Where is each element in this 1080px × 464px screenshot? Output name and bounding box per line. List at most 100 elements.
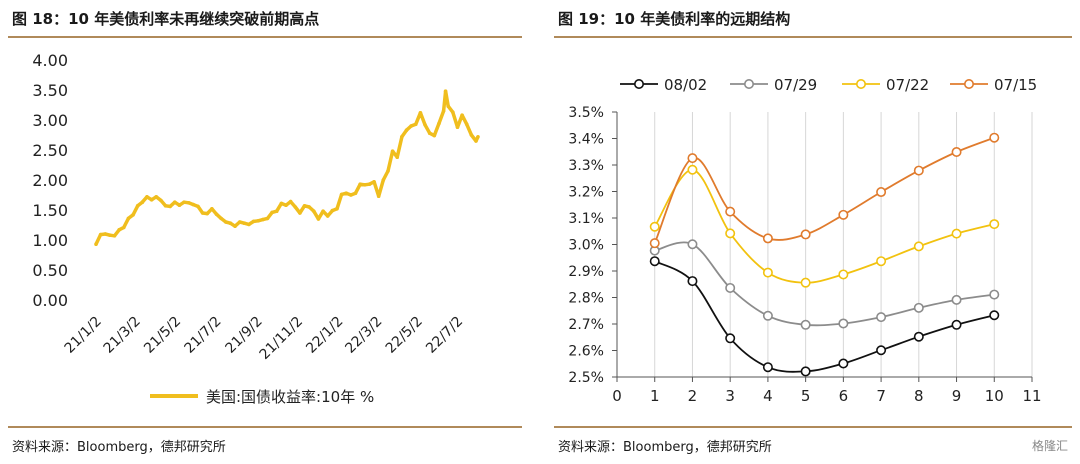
y-tick-label: 3.5% bbox=[568, 105, 604, 121]
series-point-07-22 bbox=[913, 241, 924, 252]
legend-marker bbox=[963, 79, 974, 90]
yield-data-point bbox=[149, 198, 154, 202]
yield-data-point bbox=[432, 133, 437, 138]
yield-data-point bbox=[270, 210, 274, 215]
yield-data-point bbox=[443, 89, 448, 93]
series-point-07-29 bbox=[800, 319, 811, 330]
legend-marker bbox=[855, 79, 866, 90]
yield-data-point bbox=[135, 204, 140, 208]
yield-data-point bbox=[265, 216, 270, 221]
series-point-07-15 bbox=[876, 187, 887, 198]
yield-data-point bbox=[196, 204, 200, 209]
series-point-07-29 bbox=[725, 282, 736, 293]
x-tick-label: 11 bbox=[1022, 387, 1041, 405]
yield-data-point bbox=[395, 155, 400, 159]
y-tick-label: 3.50 bbox=[32, 81, 68, 100]
series-point-07-22 bbox=[762, 267, 773, 278]
yield-data-point bbox=[325, 214, 330, 218]
yield-data-point bbox=[108, 233, 112, 237]
x-tick-label: 9 bbox=[952, 387, 962, 405]
yield-data-point bbox=[279, 201, 284, 206]
source-divider bbox=[554, 426, 1072, 428]
legend-marker bbox=[744, 79, 755, 90]
series-point-07-22 bbox=[687, 164, 698, 175]
y-tick-label: 0.00 bbox=[32, 291, 68, 310]
y-tick-label: 2.5% bbox=[568, 370, 604, 386]
yield-data-point bbox=[400, 135, 404, 139]
yield-data-point bbox=[460, 113, 464, 117]
yield-data-point bbox=[298, 211, 302, 215]
y-tick-label: 2.9% bbox=[568, 264, 604, 280]
y-tick-label: 2.00 bbox=[32, 171, 68, 190]
yield-data-point bbox=[214, 212, 219, 216]
yield-data-point bbox=[182, 200, 186, 204]
series-point-07-22 bbox=[725, 228, 736, 239]
legend-label: 07/15 bbox=[994, 76, 1037, 94]
yield-data-point bbox=[474, 139, 478, 143]
x-tick-label: 10 bbox=[985, 387, 1004, 405]
x-tick-label: 22/7/2 bbox=[423, 314, 466, 357]
yield-data-point bbox=[321, 209, 325, 213]
yield-data-point bbox=[437, 121, 441, 126]
y-tick-label: 2.7% bbox=[568, 317, 604, 333]
series-point-07-15 bbox=[989, 132, 1000, 143]
series-point-07-22 bbox=[951, 228, 962, 239]
series-point-07-29 bbox=[989, 289, 1000, 300]
yield-data-point bbox=[330, 208, 335, 213]
x-tick-label: 21/1/2 bbox=[62, 314, 105, 357]
yield-history-chart: 0.00 0.50 1.00 1.50 2.00 2.50 3.00 3.50 4.00 21/1… bbox=[32, 51, 480, 406]
yield-data-point bbox=[307, 205, 311, 209]
yield-data-point bbox=[177, 203, 182, 207]
series-point-07-29 bbox=[762, 310, 773, 321]
series-point-08-02 bbox=[913, 331, 924, 342]
series-point-07-15 bbox=[800, 229, 811, 240]
yield-data-point bbox=[362, 183, 367, 187]
series-point-07-15 bbox=[913, 165, 924, 176]
x-tick-label: 2 bbox=[688, 387, 698, 405]
yield-data-point bbox=[210, 207, 214, 211]
y-tick-label: 3.4% bbox=[568, 132, 604, 148]
yield-data-point bbox=[446, 104, 451, 108]
y-tick-label: 3.3% bbox=[568, 158, 604, 174]
yield-data-point bbox=[358, 182, 362, 186]
x-tick-label: 21/11/2 bbox=[257, 314, 306, 363]
yield-data-point bbox=[154, 195, 159, 199]
title-divider bbox=[554, 36, 1072, 38]
y-tick-label: 3.00 bbox=[32, 111, 68, 130]
yield-data-point bbox=[168, 204, 172, 209]
x-tick-label: 1 bbox=[650, 387, 660, 405]
series-point-07-22 bbox=[800, 277, 811, 288]
yield-data-point bbox=[418, 111, 423, 115]
yield-data-point bbox=[103, 232, 108, 236]
series-point-07-15 bbox=[725, 206, 736, 217]
yield-data-point bbox=[140, 200, 145, 204]
y-tick-label: 2.6% bbox=[568, 344, 604, 360]
watermark-logo: 格隆汇 bbox=[1031, 439, 1068, 453]
series-point-08-02 bbox=[989, 310, 1000, 321]
figure-19-source: 资料来源：Bloomberg，德邦研究所 bbox=[558, 440, 772, 455]
yield-data-point bbox=[159, 198, 163, 203]
x-tick-label: 21/7/2 bbox=[181, 314, 224, 357]
y-tick-label: 0.50 bbox=[32, 261, 68, 280]
series-point-07-22 bbox=[989, 219, 1000, 230]
figure-18-title: 图 18：10 年美债利率未再继续突破前期高点 bbox=[12, 10, 320, 28]
figure-18-source: 资料来源：Bloomberg，德邦研究所 bbox=[12, 440, 226, 455]
yield-data-point bbox=[381, 178, 386, 182]
yield-data-point bbox=[247, 222, 251, 227]
x-tick-label: 4 bbox=[763, 387, 773, 405]
series-point-08-02 bbox=[951, 319, 962, 330]
legend-label: 08/02 bbox=[664, 76, 707, 94]
yield-data-point bbox=[455, 125, 460, 129]
yield-data-point bbox=[284, 203, 288, 207]
yield-data-point bbox=[122, 225, 126, 230]
yield-data-point bbox=[316, 217, 321, 221]
y-tick-label: 4.00 bbox=[32, 51, 68, 70]
yield-data-point bbox=[404, 128, 409, 132]
y-tick-label: 2.50 bbox=[32, 141, 68, 160]
source-divider bbox=[8, 426, 522, 428]
series-point-08-02 bbox=[725, 333, 736, 344]
x-tick-label: 5 bbox=[801, 387, 811, 405]
yield-data-point bbox=[131, 213, 135, 217]
series-point-07-29 bbox=[951, 294, 962, 305]
y-tick-label: 2.8% bbox=[568, 291, 604, 307]
